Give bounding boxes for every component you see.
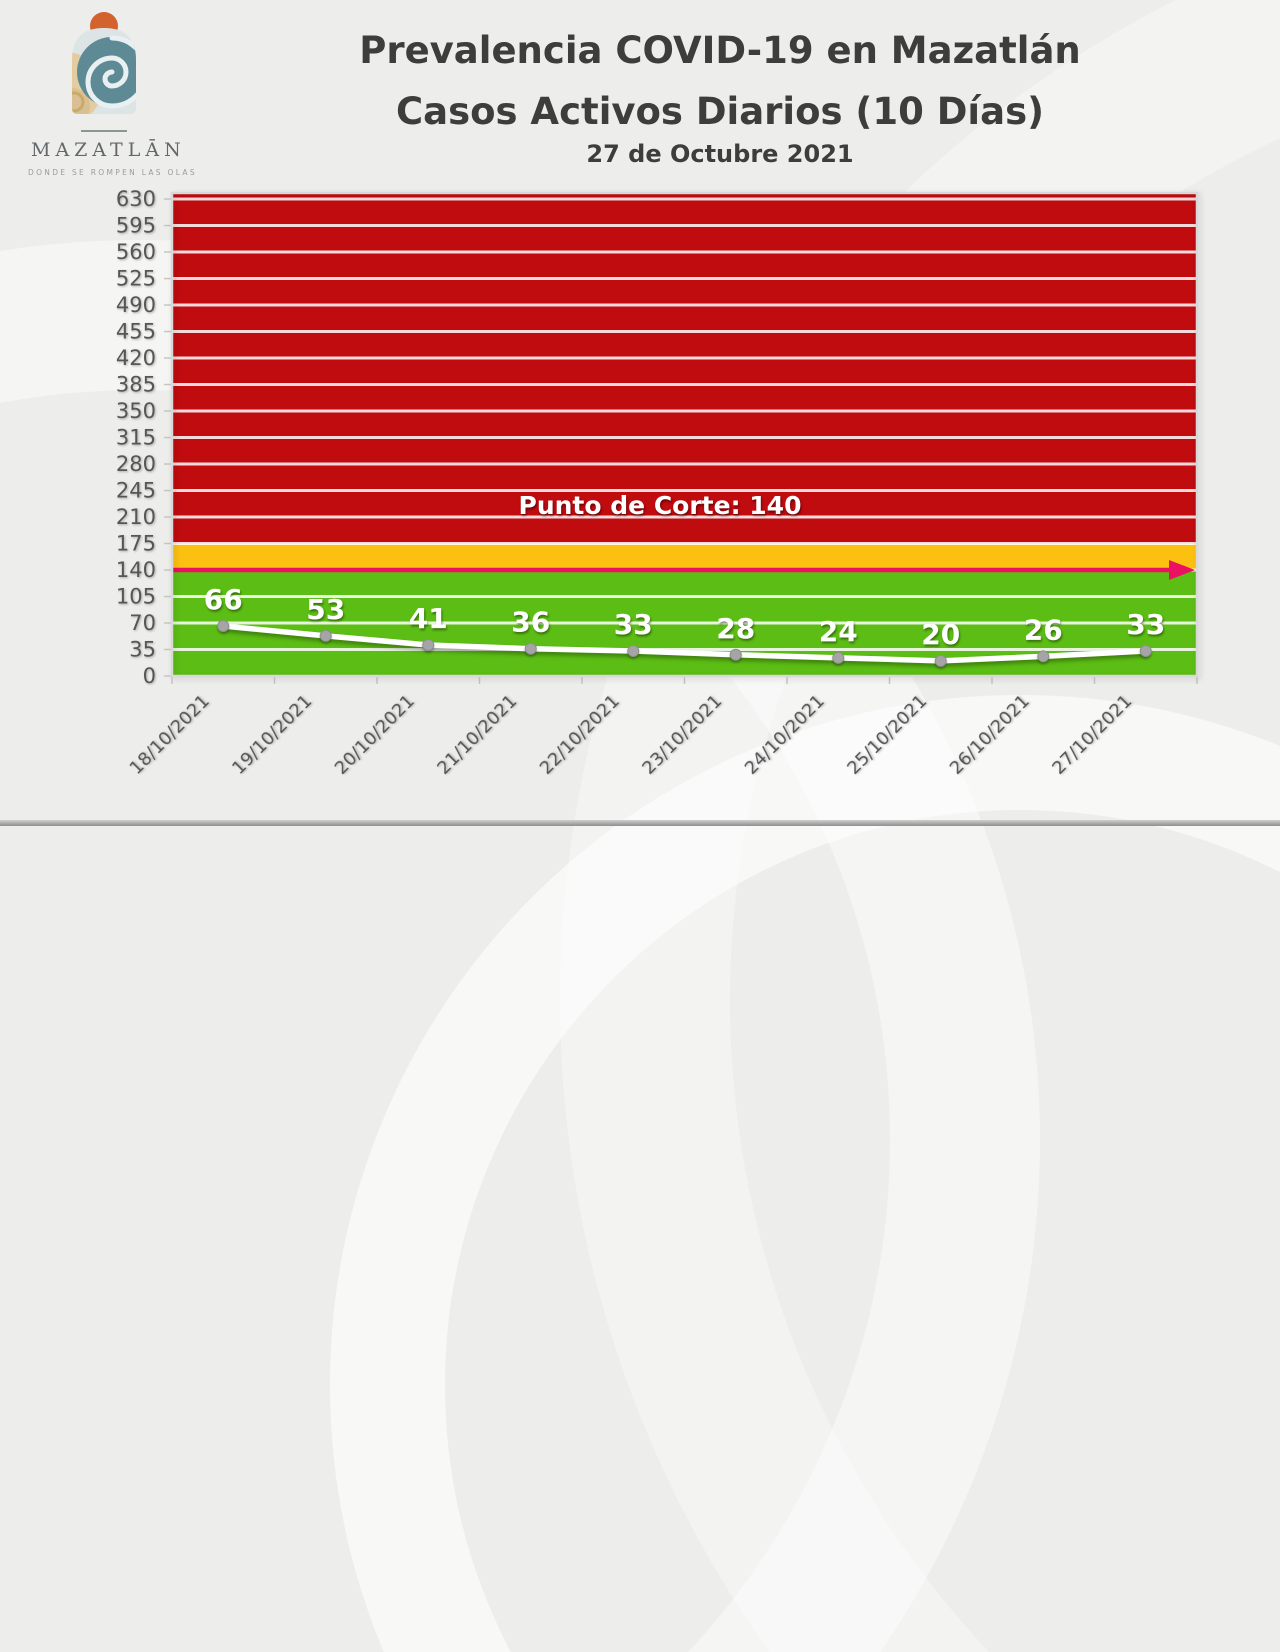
cutoff-label: Punto de Corte: 140 [519,491,802,520]
x-tick-label: 27/10/2021 [1048,691,1136,779]
y-tick-label: 595 [116,214,156,238]
logo-brand-text: MAZATLĀN [31,138,186,161]
data-point-marker [729,648,742,661]
y-tick-label: 105 [116,585,156,609]
page-title: Prevalencia COVID-19 en Mazatlán [359,29,1081,72]
slide-bottom-edge [0,820,1280,826]
mazatlan-logo-icon [72,12,136,114]
data-point-label: 33 [614,608,653,641]
y-tick-label: 525 [116,267,156,291]
y-tick-label: 280 [116,452,156,476]
data-point-label: 41 [409,602,448,635]
x-tick-label: 19/10/2021 [228,691,316,779]
x-tick-label: 26/10/2021 [946,691,1034,779]
data-line [220,623,1149,664]
y-tick-label: 560 [116,240,156,264]
chart-date-subtitle: 27 de Octubre 2021 [586,140,854,168]
data-point-label: 33 [1126,608,1165,641]
logo-tagline-text: DONDE SE ROMPEN LAS OLAS [28,167,197,177]
y-tick-label: 630 [116,187,156,211]
data-point-label: 28 [716,612,755,645]
y-tick-label: 35 [129,638,156,662]
y-tick-label: 350 [116,399,156,423]
data-point-label: 66 [204,583,243,616]
x-tick-label: 21/10/2021 [433,691,521,779]
mazatlan-logo: MAZATLĀN DONDE SE ROMPEN LAS OLAS [26,8,197,177]
x-tick-label: 23/10/2021 [638,691,726,779]
chart-header: Prevalencia COVID-19 en Mazatlán Casos A… [190,32,1250,168]
y-tick-label: 140 [116,558,156,582]
background-swirl [330,695,1280,1652]
y-tick-label: 210 [116,505,156,529]
data-point-marker [1037,650,1050,663]
y-tick-label: 490 [116,293,156,317]
data-point-marker [832,651,845,664]
x-tick-label: 18/10/2021 [126,691,214,779]
cutoff-arrow-icon [1169,560,1195,581]
data-point-label: 26 [1024,613,1063,646]
chart-plot-area [170,191,1199,678]
zone-warning-yellow [172,543,1197,571]
data-point-label: 53 [306,593,345,626]
x-tick-label: 24/10/2021 [741,691,829,779]
data-point-label: 24 [819,615,858,648]
y-tick-label: 0 [143,664,156,688]
y-tick-label: 70 [129,611,156,635]
data-point-marker [422,638,435,651]
y-tick-label: 175 [116,532,156,556]
y-tick-label: 315 [116,426,156,450]
logo-shell-icon [72,28,136,114]
x-tick-label: 22/10/2021 [536,691,624,779]
y-tick-label: 420 [116,346,156,370]
data-point-marker [1139,645,1152,658]
data-point-label: 20 [921,618,960,651]
data-point-label: 36 [511,606,550,639]
x-tick-label: 20/10/2021 [331,691,419,779]
chart-title: Casos Activos Diarios (10 Días) [395,90,1045,133]
data-point-marker [627,645,640,658]
y-tick-label: 245 [116,479,156,503]
data-point-marker [524,642,537,655]
logo-divider [81,130,127,132]
data-point-marker [217,620,230,633]
data-point-marker [934,654,947,667]
x-tick-label: 25/10/2021 [843,691,931,779]
y-tick-label: 385 [116,373,156,397]
data-point-marker [319,629,332,642]
y-tick-label: 455 [116,320,156,344]
